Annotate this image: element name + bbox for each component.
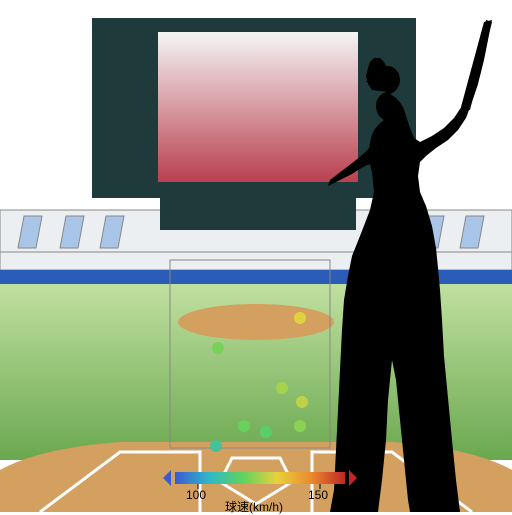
legend-tick-100: 100 [186, 488, 206, 502]
pitch-chart: 100 150 球速(km/h) [0, 0, 512, 512]
legend-tick-150: 150 [308, 488, 328, 502]
legend-axis-label: 球速(km/h) [225, 498, 283, 515]
